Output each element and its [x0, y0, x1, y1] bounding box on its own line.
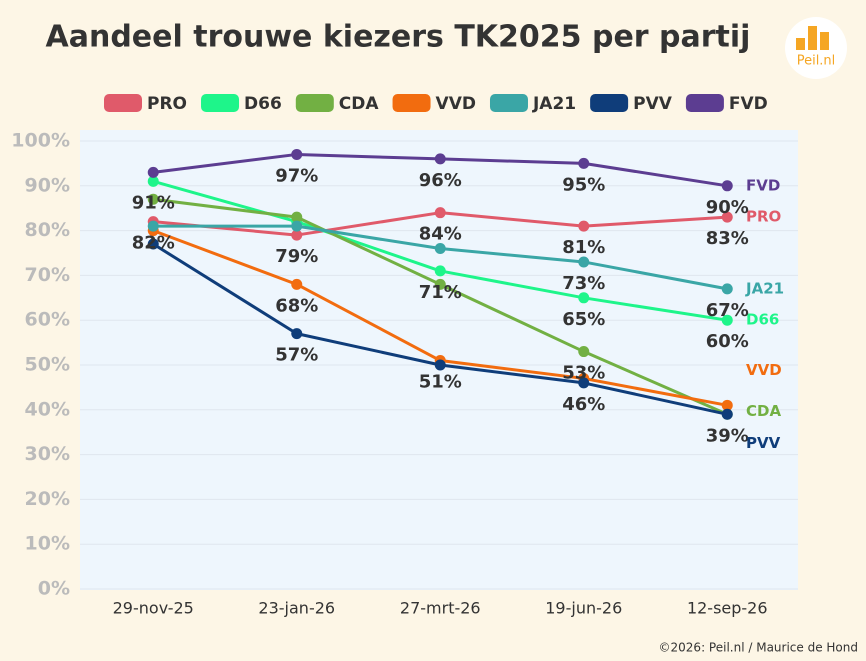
data-point: [721, 283, 733, 295]
data-point: [291, 229, 303, 241]
x-tick-label: 23-jan-26: [258, 599, 335, 618]
value-label: 97%: [275, 165, 318, 186]
y-tick-label: 90%: [25, 174, 70, 196]
y-tick-label: 20%: [25, 488, 70, 510]
data-point: [434, 243, 446, 255]
data-point: [291, 148, 303, 160]
value-label: 73%: [562, 273, 605, 294]
value-label: 46%: [562, 394, 605, 415]
end-label: CDA: [746, 402, 781, 420]
end-label: JA21: [745, 279, 784, 297]
data-point: [721, 314, 733, 326]
data-point: [721, 399, 733, 411]
value-label: 84%: [419, 224, 462, 245]
legend-label: D66: [244, 94, 282, 114]
end-label: VVD: [746, 361, 782, 379]
data-point: [434, 265, 446, 277]
x-tick-label: 29-nov-25: [113, 599, 194, 618]
logo-bar: [820, 32, 829, 50]
y-tick-label: 10%: [25, 533, 70, 555]
y-tick-label: 70%: [25, 264, 70, 286]
legend-label: FVD: [729, 94, 768, 114]
data-point: [147, 220, 159, 232]
data-point: [434, 153, 446, 165]
data-point: [434, 359, 446, 371]
logo-bar: [808, 26, 817, 50]
data-point: [721, 180, 733, 192]
data-point: [147, 193, 159, 205]
legend-swatch: [489, 94, 528, 112]
data-point: [578, 377, 590, 389]
legend-label: JA21: [532, 94, 576, 114]
legend-swatch: [295, 94, 334, 112]
y-tick-label: 60%: [25, 309, 70, 331]
value-label: 81%: [562, 237, 605, 258]
legend-swatch: [201, 94, 240, 112]
y-tick-label: 40%: [25, 398, 70, 420]
end-label: D66: [746, 311, 779, 329]
value-label: 65%: [562, 309, 605, 330]
chart-title: Aandeel trouwe kiezers TK2025 per partij: [46, 20, 751, 55]
value-label: 90%: [706, 197, 749, 218]
y-tick-label: 100%: [11, 130, 70, 152]
logo-text: Peil.nl: [797, 54, 836, 69]
legend-swatch: [685, 94, 724, 112]
y-tick-label: 80%: [25, 219, 70, 241]
data-point: [291, 211, 303, 223]
data-point: [721, 211, 733, 223]
data-point: [291, 278, 303, 290]
x-tick-label: 19-jun-26: [545, 599, 622, 618]
legend-label: PVV: [633, 94, 673, 114]
data-point: [578, 346, 590, 358]
y-tick-label: 30%: [25, 443, 70, 465]
data-point: [434, 207, 446, 219]
data-point: [147, 238, 159, 250]
value-label: 82%: [132, 233, 175, 254]
y-tick-label: 0%: [38, 578, 70, 600]
legend-swatch: [104, 94, 142, 112]
data-point: [291, 328, 303, 340]
x-tick-label: 27-mrt-26: [400, 599, 481, 618]
y-tick-label: 50%: [25, 354, 70, 376]
data-point: [721, 408, 733, 420]
value-label: 68%: [275, 295, 318, 316]
data-point: [291, 220, 303, 232]
value-label: 79%: [275, 246, 318, 267]
data-point: [578, 256, 590, 268]
data-point: [578, 292, 590, 304]
value-label: 91%: [132, 192, 175, 213]
data-point: [578, 157, 590, 169]
value-label: 51%: [419, 372, 462, 393]
legend-swatch: [590, 94, 629, 112]
value-label: 95%: [562, 174, 605, 195]
legend-label: VVD: [436, 94, 476, 114]
value-label: 53%: [562, 363, 605, 384]
end-label: PVV: [746, 434, 781, 452]
legend-swatch: [392, 94, 431, 112]
data-point: [434, 278, 446, 290]
value-label: 71%: [419, 282, 462, 303]
x-tick-label: 12-sep-26: [687, 599, 768, 618]
data-point: [578, 220, 590, 232]
value-label: 83%: [706, 228, 749, 249]
value-label: 96%: [419, 170, 462, 191]
legend-label: CDA: [339, 94, 380, 114]
logo-bar: [796, 38, 805, 50]
value-label: 57%: [275, 345, 318, 366]
data-point: [147, 166, 159, 178]
end-label: FVD: [746, 176, 780, 194]
end-label: PRO: [746, 208, 781, 226]
value-label: 60%: [706, 331, 749, 352]
footer: ©2026: Peil.nl / Maurice de Hond: [659, 641, 858, 655]
data-point: [147, 175, 159, 187]
value-label: 39%: [706, 425, 749, 446]
legend-label: PRO: [147, 94, 187, 114]
value-label: 67%: [706, 300, 749, 321]
